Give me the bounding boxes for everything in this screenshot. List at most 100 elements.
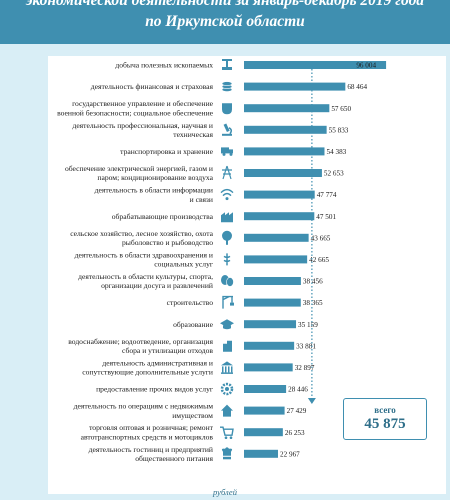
category-label: транспортировка и хранение — [120, 147, 213, 156]
value-label: 26 253 — [285, 429, 305, 437]
gear-icon — [220, 382, 234, 396]
bar — [244, 428, 283, 437]
category-label: деятельность в области информации — [95, 186, 213, 195]
bar — [244, 298, 301, 307]
crane-icon — [222, 295, 234, 309]
chef-hat-icon — [221, 447, 233, 460]
bar — [244, 104, 330, 113]
value-label: 38 456 — [303, 278, 323, 286]
bar — [244, 277, 301, 285]
medical-icon — [223, 253, 231, 266]
bar — [244, 169, 322, 177]
value-label: 35 159 — [298, 321, 318, 329]
bar-row: деятельность административная исопутству… — [82, 358, 315, 376]
total-value: 45 875 — [364, 416, 406, 432]
value-label: 22 967 — [280, 450, 300, 458]
category-label: организации досуга и развлечений — [101, 281, 213, 290]
bar-row: деятельность по операциям с недвижимымим… — [74, 402, 307, 420]
category-label: обрабатывающие производства — [112, 212, 214, 221]
shopping-cart-icon — [220, 426, 234, 439]
category-label: добыча полезных ископаемых — [115, 61, 213, 70]
bar-row: деятельность в области здравоохранения и… — [75, 250, 330, 268]
bar-row: сельское хозяйство, лесное хозяйство, ох… — [70, 229, 331, 247]
bar — [244, 190, 315, 199]
house-icon — [221, 404, 233, 417]
value-label: 27 429 — [287, 407, 307, 415]
bar — [244, 82, 346, 91]
category-label: имуществом — [172, 411, 213, 420]
bar-row: деятельность профессиональная, научная и… — [72, 121, 348, 139]
bar — [244, 320, 297, 329]
graduation-cap-icon — [220, 319, 234, 330]
bar — [244, 406, 285, 415]
value-label: 55 833 — [329, 126, 349, 134]
category-label: техническая — [173, 130, 213, 139]
category-label: предоставление прочих видов услуг — [96, 385, 213, 394]
category-label: сбора и утилизации отходов — [122, 346, 213, 355]
value-label: 32 897 — [295, 364, 315, 372]
mining-icon — [222, 59, 232, 70]
category-label: военной безопасности; социальное обеспеч… — [57, 108, 214, 117]
value-label: 43 665 — [311, 234, 331, 242]
category-label: и связи — [190, 195, 213, 204]
total-label: всего — [374, 405, 396, 415]
category-label: рыболовство и рыбоводство — [122, 238, 213, 247]
category-label: паром; кондиционирование воздуха — [97, 173, 213, 182]
coins-icon — [221, 81, 233, 92]
tree-icon — [222, 230, 232, 245]
value-label: 28 446 — [288, 386, 308, 394]
bar — [244, 125, 327, 134]
bar — [244, 212, 315, 221]
bar-row: торговля оптовая и розничная; ремонтавто… — [81, 423, 305, 441]
value-label: 47 501 — [316, 213, 336, 221]
bar-row: добыча полезных ископаемых 96 004 — [115, 59, 387, 70]
category-label: сопутствующие дополнительные услуги — [82, 368, 213, 377]
bar-row: деятельность в области культуры, спорта,… — [78, 272, 323, 290]
category-label: деятельность административная и — [102, 358, 213, 367]
bar-row: водоснабжение; водоотведение, организаци… — [68, 337, 316, 355]
bar — [244, 255, 308, 264]
value-label: 96 004 — [356, 62, 376, 70]
category-label: деятельность в области здравоохранения и — [75, 250, 213, 259]
value-label: 52 653 — [324, 170, 344, 178]
category-label: водоснабжение; водоотведение, организаци… — [68, 337, 213, 346]
bar — [244, 363, 293, 372]
bar-row: деятельность финансовая и страховая 68 46… — [91, 81, 367, 92]
bar-row: деятельность гостиниц и предприятийобщес… — [89, 445, 301, 463]
value-label: 47 774 — [317, 191, 337, 199]
value-label: 57 650 — [331, 105, 351, 113]
bar-row: обрабатывающие производства 47 501 — [112, 212, 336, 223]
wifi-icon — [220, 188, 234, 201]
category-label: автотранспортных средств и мотоциклов — [81, 432, 214, 441]
value-label: 33 881 — [296, 342, 316, 350]
truck-icon — [221, 147, 233, 156]
emblem-icon — [222, 103, 232, 115]
category-label: деятельность в области культуры, спорта, — [78, 272, 213, 281]
bar — [244, 61, 387, 69]
title-line-1: экономической деятельности за январь-дек… — [25, 0, 425, 9]
bar — [244, 233, 309, 242]
microscope-icon — [222, 123, 233, 136]
category-label: социальных услуг — [154, 260, 213, 269]
category-label: деятельность по операциям с недвижимым — [74, 402, 214, 411]
value-label: 42 665 — [309, 256, 329, 264]
theater-masks-icon — [221, 275, 234, 287]
category-label: общественного питания — [135, 454, 213, 463]
factory-icon — [221, 212, 233, 223]
category-label: строительство — [167, 298, 214, 307]
category-label: обеспечение электрической энергией, газо… — [65, 164, 213, 173]
bar-row: строительство 38 365 — [167, 295, 323, 309]
category-label: сельское хозяйство, лесное хозяйство, ох… — [70, 229, 213, 238]
category-label: образование — [173, 320, 214, 329]
bar-row: образование 35 159 — [173, 319, 318, 330]
category-label: деятельность профессиональная, научная и — [72, 121, 213, 130]
power-tower-icon — [222, 165, 232, 180]
bar-row: транспортировка и хранение 54 383 — [120, 147, 347, 156]
header-banner: экономической деятельности за январь-дек… — [0, 0, 450, 44]
category-label: государственное управление и обеспечение — [72, 99, 214, 108]
value-label: 54 383 — [326, 148, 346, 156]
bar — [244, 449, 278, 458]
total-box: всего 45 875 — [343, 398, 427, 440]
